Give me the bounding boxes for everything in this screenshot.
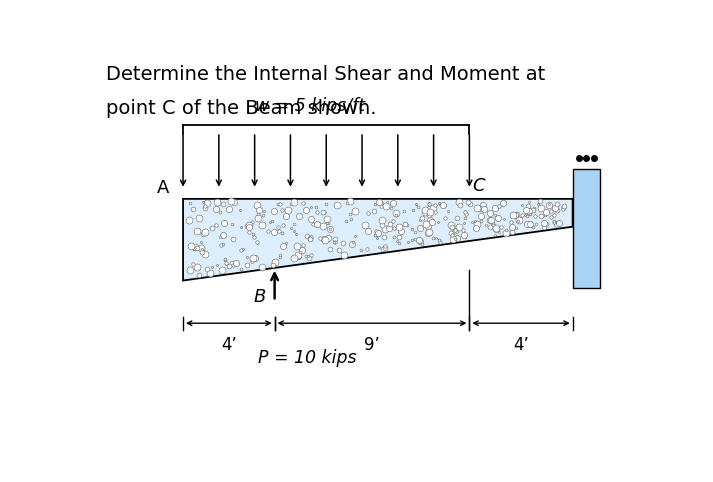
Text: A: A [157, 179, 169, 197]
Text: B: B [254, 288, 267, 306]
Text: D: D [580, 177, 593, 195]
Text: point C of the Beam shown.: point C of the Beam shown. [106, 99, 376, 118]
Text: P = 10 kips: P = 10 kips [258, 349, 356, 367]
Bar [573, 169, 600, 288]
Text: 9’: 9’ [364, 336, 380, 354]
Text: C: C [472, 177, 485, 195]
Text: 4’: 4’ [513, 336, 529, 354]
Polygon shape [183, 199, 573, 281]
Text: w = 5 kips/ft: w = 5 kips/ft [255, 97, 365, 115]
Text: 4’: 4’ [221, 336, 237, 354]
Text: Determine the Internal Shear and Moment at: Determine the Internal Shear and Moment … [106, 65, 545, 84]
